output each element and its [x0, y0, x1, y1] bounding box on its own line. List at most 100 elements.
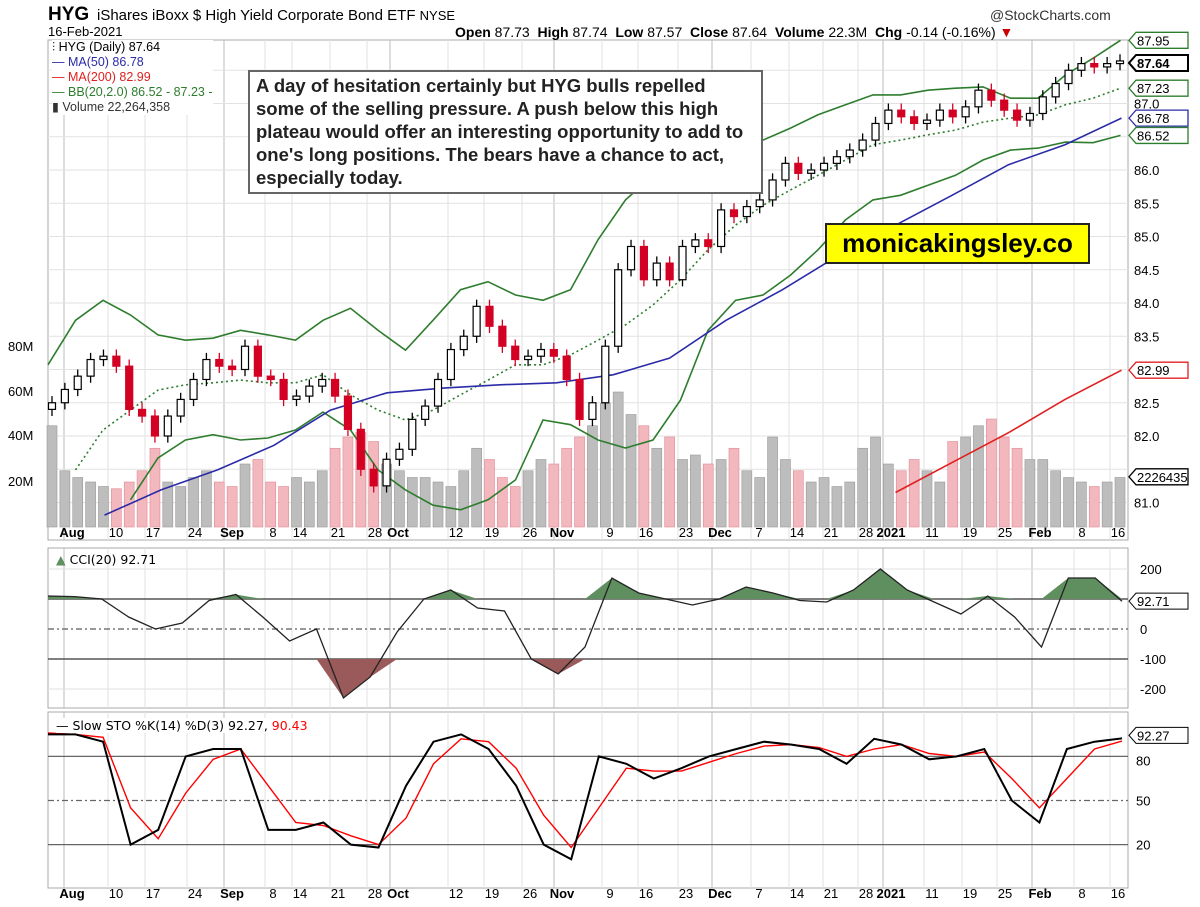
- volume-bar: [1101, 481, 1113, 528]
- volume-bar: [445, 486, 457, 528]
- volume-bar: [818, 477, 830, 528]
- x-tick-label: 24: [188, 886, 202, 901]
- x-tick-label: 10: [109, 886, 123, 901]
- x-tick-label: Feb: [1028, 525, 1051, 540]
- close-label: Close: [690, 24, 729, 40]
- x-tick-label: Nov: [550, 525, 575, 540]
- volume-bar: [690, 454, 701, 528]
- x-tick-label: 16: [1111, 525, 1125, 540]
- candle-body: [974, 89, 983, 108]
- volume-bar: [1037, 459, 1049, 528]
- volume-bar: [1088, 486, 1100, 528]
- x-tick-label: 25: [998, 886, 1012, 901]
- x-tick-label: Nov: [550, 886, 575, 901]
- candle-body: [781, 162, 790, 181]
- last-value-tag: [1128, 361, 1189, 379]
- volume-bar: [998, 436, 1010, 528]
- candle-body: [202, 358, 211, 381]
- volume-bar: [1024, 459, 1036, 528]
- sto-k-line: [48, 733, 1123, 861]
- sto-tick-label: 80: [1136, 753, 1150, 768]
- x-tick-label: 21: [331, 886, 345, 901]
- volume-bar: [484, 459, 495, 528]
- high-value: 87.74: [572, 24, 608, 40]
- down-triangle-icon: ▼: [999, 24, 1014, 40]
- x-tick-label: 8: [1078, 886, 1085, 901]
- security-name: iShares iBoxx $ High Yield Corporate Bon…: [97, 7, 455, 24]
- volume-bar: [986, 418, 997, 528]
- candle-body: [639, 245, 649, 281]
- candle-body: [1012, 109, 1022, 121]
- cci-tick-label: 0: [1140, 622, 1147, 637]
- last-value-tag: [1128, 31, 1189, 49]
- x-tick-label: Oct: [387, 886, 409, 901]
- price-tick-label: 86.0: [1134, 163, 1159, 178]
- volume-bar: [895, 470, 907, 528]
- candle-body: [768, 179, 777, 201]
- candle-body: [794, 162, 803, 174]
- cci-tick-label: -200: [1140, 682, 1166, 697]
- sto-d-value: 90.43: [271, 718, 308, 733]
- candle-body: [948, 109, 957, 118]
- x-tick-label: Dec: [708, 525, 732, 540]
- x-tick-label: Feb: [1028, 886, 1051, 901]
- security-name-text: iShares iBoxx $ High Yield Corporate Bon…: [97, 7, 416, 24]
- price-tick-label: 84.5: [1134, 263, 1159, 278]
- candle-body: [99, 355, 108, 361]
- volume-bar: [316, 470, 328, 528]
- x-tick-label: 19: [963, 886, 977, 901]
- legend-ma50: — MA(50) 86.78: [52, 55, 144, 69]
- price-tick-label: 83.5: [1134, 329, 1159, 344]
- volume-label: Volume: [774, 24, 825, 40]
- candle-body: [871, 122, 880, 141]
- legend-ma200: — MA(200) 82.99: [52, 70, 151, 84]
- volume-bar: [793, 470, 804, 528]
- candle-body: [717, 209, 726, 248]
- x-tick-label: 14: [790, 886, 804, 901]
- x-tick-label: 8: [1078, 525, 1085, 540]
- candle-body: [523, 355, 533, 361]
- price-tick-label: 87.0: [1134, 97, 1159, 112]
- candle-body: [125, 365, 134, 410]
- candle-body: [1115, 60, 1125, 65]
- x-tick-label: 9: [606, 886, 613, 901]
- sto-last-tag: [1128, 726, 1189, 744]
- x-tick-label: 11: [925, 886, 939, 901]
- x-tick-label: 21: [824, 525, 838, 540]
- x-tick-label: 28: [368, 525, 382, 540]
- volume-bar: [664, 436, 675, 528]
- candle-body: [137, 408, 147, 417]
- candle-body: [1064, 69, 1073, 85]
- volume-bar: [831, 486, 843, 528]
- candle-body: [961, 106, 970, 118]
- candle-body: [845, 149, 854, 158]
- candle-body: [292, 395, 301, 401]
- candle-body: [369, 468, 378, 487]
- cci-title-text: CCI(20) 92.71: [69, 552, 157, 567]
- candle-body: [704, 239, 713, 248]
- x-tick-label: 26: [523, 886, 537, 901]
- last-value-label: 87.23: [1137, 81, 1170, 96]
- legend-volume-text: Volume 22,264,358: [62, 100, 171, 114]
- volume-bar: [973, 425, 984, 528]
- x-tick-label: Oct: [387, 525, 409, 540]
- candle-body: [935, 109, 944, 121]
- candle-body: [1025, 112, 1035, 121]
- price-tick-label: 85.0: [1134, 230, 1159, 245]
- ticker: HYG: [48, 4, 90, 25]
- open-value: 87.73: [494, 24, 530, 40]
- candle-body: [47, 402, 57, 411]
- candle-body: [189, 378, 198, 401]
- volume-bar: [600, 402, 611, 528]
- last-value-tag: [1128, 126, 1189, 145]
- sto-k-value: 92.27,: [228, 718, 268, 733]
- price-tick-label: 81.0: [1134, 496, 1159, 511]
- cci-tick-label: -100: [1140, 652, 1166, 667]
- x-tick-label: 16: [1111, 886, 1125, 901]
- candle-body: [330, 378, 340, 397]
- x-tick-label: 12: [449, 525, 463, 540]
- candle-body: [356, 428, 365, 470]
- legend-price-text: HYG (Daily) 87.64: [58, 40, 161, 54]
- x-tick-label: 17: [146, 525, 160, 540]
- candle-body: [382, 458, 391, 487]
